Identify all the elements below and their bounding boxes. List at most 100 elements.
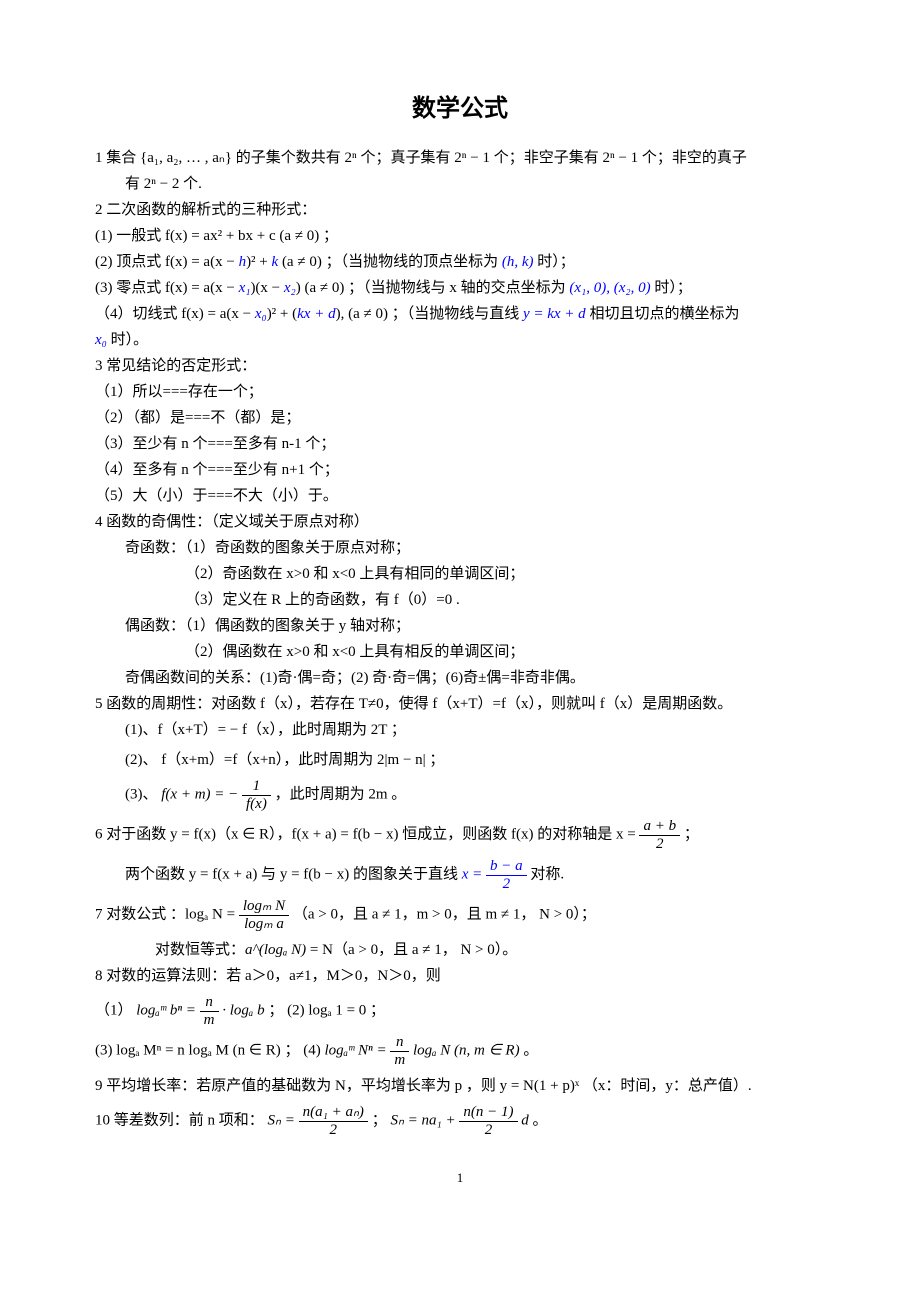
t: (2) 顶点式 f(x) = a(x − — [95, 254, 239, 270]
t: (3)、 — [125, 787, 158, 803]
sec2-4b: x₀ 时）。 — [95, 328, 825, 352]
t: 2 二次函数的解析式的三种形式： — [95, 202, 316, 218]
x0: x₀ — [255, 306, 267, 322]
t: 奇函数：（1）奇函数的图象关于原点对称； — [125, 540, 410, 556]
t: （3）至少有 n 个===至多有 n-1 个； — [95, 436, 335, 452]
t: ； — [372, 1113, 391, 1129]
num: n(a₁ + aₙ) — [299, 1104, 368, 1122]
sec8: 8 对数的运算法则：若 a＞0，a≠1，M＞0，N＞0，则 — [95, 964, 825, 988]
alog: a^(logₐ N) — [245, 942, 306, 958]
kxd: kx + d — [297, 306, 335, 322]
t: 偶函数：（1）偶函数的图象关于 y 轴对称； — [125, 618, 410, 634]
num: a + b — [639, 818, 680, 836]
x1: x₁ — [239, 280, 251, 296]
num: n(n − 1) — [459, 1104, 517, 1122]
num: logₘ N — [239, 898, 289, 916]
sec6: 6 对于函数 y = f(x)（x ∈ R），f(x + a) = f(b − … — [95, 818, 825, 852]
t: 。 — [523, 1043, 538, 1059]
sec9: 9 平均增长率：若原产值的基础数为 N，平均增长率为 p ，则 y = N(1 … — [95, 1074, 825, 1098]
sec3-5: （5）大（小）于===不大（小）于。 — [95, 484, 825, 508]
sec2: 2 二次函数的解析式的三种形式： — [95, 198, 825, 222]
den: logₘ a — [239, 916, 289, 933]
sec4-odd2: （2）奇函数在 x>0 和 x<0 上具有相同的单调区间； — [95, 562, 825, 586]
t: （2）偶函数在 x>0 和 x<0 上具有相反的单调区间； — [185, 644, 524, 660]
sec4-rel: 奇偶函数间的关系：(1)奇·偶=奇；(2) 奇·奇=偶；(6)奇±偶=非奇非偶。 — [95, 666, 825, 690]
t: 有 2ⁿ − 2 个. — [125, 176, 202, 192]
t: （1）所以===存在一个； — [95, 384, 263, 400]
den: m — [200, 1012, 219, 1029]
sec6b: 两个函数 y = f(x + a) 与 y = f(b − x) 的图象关于直线… — [95, 858, 825, 892]
t: （1） — [95, 1003, 133, 1019]
t: 相切且切点的横坐标为 — [586, 306, 740, 322]
sec2-1: (1) 一般式 f(x) = ax² + bx + c (a ≠ 0) ； — [95, 224, 825, 248]
t: (1) 一般式 f(x) = ax² + bx + c (a ≠ 0) ； — [95, 228, 338, 244]
t: ； (2) logₐ 1 = 0 ； — [268, 1003, 385, 1019]
log4b: logₐ N (n, m ∈ R) — [413, 1043, 520, 1059]
frac-ab: a + b2 — [639, 818, 680, 852]
t: 9 平均增长率：若原产值的基础数为 N，平均增长率为 p ，则 y = N(1 … — [95, 1078, 752, 1094]
sec3-2: （2）（都）是===不（都）是； — [95, 406, 825, 430]
t: (1)、f（x+T）= − f（x），此时周期为 2T ； — [125, 722, 406, 738]
frac-nm2: nm — [390, 1034, 409, 1068]
t: （4）至多有 n 个===至少有 n+1 个； — [95, 462, 339, 478]
t: 。 — [533, 1113, 548, 1129]
sn3: d — [521, 1113, 529, 1129]
sn2: Sₙ = na₁ + — [390, 1113, 459, 1129]
sec8-1: （1） logₐᵐ bⁿ = nm · logₐ b ； (2) logₐ 1 … — [95, 994, 825, 1028]
t: ； — [684, 827, 699, 843]
t: （5）大（小）于===不大（小）于。 — [95, 488, 338, 504]
t: 8 对数的运算法则：若 a＞0，a≠1，M＞0，N＞0，则 — [95, 968, 441, 984]
num: 1 — [242, 778, 271, 796]
t: (3) logₐ Mⁿ = n logₐ M (n ∈ R) ； (4) — [95, 1043, 324, 1059]
t: （2）（都）是===不（都）是； — [95, 410, 300, 426]
sec2-3: (3) 零点式 f(x) = a(x − x₁)(x − x₂) (a ≠ 0)… — [95, 276, 825, 300]
den: 2 — [459, 1122, 517, 1139]
t: 3 常见结论的否定形式： — [95, 358, 256, 374]
t: 10 等差数列：前 n 项和： — [95, 1113, 264, 1129]
t: ，此时周期为 2m 。 — [275, 787, 407, 803]
t: )² + ( — [267, 306, 297, 322]
sec5-2: (2)、 f（x+m）=f（x+n），此时周期为 2|m − n| ； — [95, 748, 825, 772]
t: 7 对数公式 ：logₐ N = — [95, 907, 239, 923]
t: （2）奇函数在 x>0 和 x<0 上具有相同的单调区间； — [185, 566, 524, 582]
sec3-1: （1）所以===存在一个； — [95, 380, 825, 404]
t: （a > 0，且 a ≠ 1，m > 0，且 m ≠ 1， N > 0）； — [293, 907, 596, 923]
x2: x₂ — [284, 280, 296, 296]
log1: logₐᵐ bⁿ = — [136, 1003, 199, 1019]
sec1b: 有 2ⁿ − 2 个. — [95, 172, 825, 196]
sec4-even: 偶函数：（1）偶函数的图象关于 y 轴对称； — [95, 614, 825, 638]
den: m — [390, 1052, 409, 1069]
line: y = kx + d — [523, 306, 586, 322]
sec10: 10 等差数列：前 n 项和： Sₙ = n(a₁ + aₙ)2 ； Sₙ = … — [95, 1104, 825, 1138]
sec4-even2: （2）偶函数在 x>0 和 x<0 上具有相反的单调区间； — [95, 640, 825, 664]
sec5-1: (1)、f（x+T）= − f（x），此时周期为 2T ； — [95, 718, 825, 742]
h: h — [239, 254, 247, 270]
log1b: · logₐ b — [222, 1003, 264, 1019]
hk: (h, k) — [502, 254, 534, 270]
sec4-odd: 奇函数：（1）奇函数的图象关于原点对称； — [95, 536, 825, 560]
t: (3) 零点式 f(x) = a(x − — [95, 280, 239, 296]
t: )² + — [246, 254, 271, 270]
xeq: x = — [462, 867, 486, 883]
sec5: 5 函数的周期性：对函数 f（x），若存在 T≠0，使得 f（x+T）=f（x）… — [95, 692, 825, 716]
sec1: 1 集合 {a₁, a₂, … , aₙ} 的子集个数共有 2ⁿ 个；真子集有 … — [95, 146, 825, 170]
pts: (x₁, 0), (x₂, 0) — [569, 280, 650, 296]
sec8-3: (3) logₐ Mⁿ = n logₐ M (n ∈ R) ； (4) log… — [95, 1034, 825, 1068]
t: ) (a ≠ 0) ；（当抛物线与 x 轴的交点坐标为 — [296, 280, 570, 296]
fxm: f(x + m) = − — [161, 787, 238, 803]
t: (a ≠ 0) ；（当抛物线的顶点坐标为 — [278, 254, 502, 270]
den: 2 — [299, 1122, 368, 1139]
sec4: 4 函数的奇偶性：（定义域关于原点对称） — [95, 510, 825, 534]
t: ), (a ≠ 0) ；（当抛物线与直线 — [336, 306, 523, 322]
t: 两个函数 y = f(x + a) 与 y = f(b − x) 的图象关于直线 — [125, 867, 462, 883]
t: 5 函数的周期性：对函数 f（x），若存在 T≠0，使得 f（x+T）=f（x）… — [95, 696, 732, 712]
t: 时）； — [651, 280, 692, 296]
sec3: 3 常见结论的否定形式： — [95, 354, 825, 378]
sec3-3: （3）至少有 n 个===至多有 n-1 个； — [95, 432, 825, 456]
t: 4 函数的奇偶性：（定义域关于原点对称） — [95, 514, 369, 530]
frac-s1: n(a₁ + aₙ)2 — [299, 1104, 368, 1138]
t: 奇偶函数间的关系：(1)奇·偶=奇；(2) 奇·奇=偶；(6)奇±偶=非奇非偶。 — [125, 670, 585, 686]
t: 1 集合 {a₁, a₂, … , aₙ} 的子集个数共有 2ⁿ 个；真子集有 … — [95, 150, 747, 166]
log4: logₐᵐ Nⁿ = — [324, 1043, 390, 1059]
sec3-4: （4）至多有 n 个===至少有 n+1 个； — [95, 458, 825, 482]
